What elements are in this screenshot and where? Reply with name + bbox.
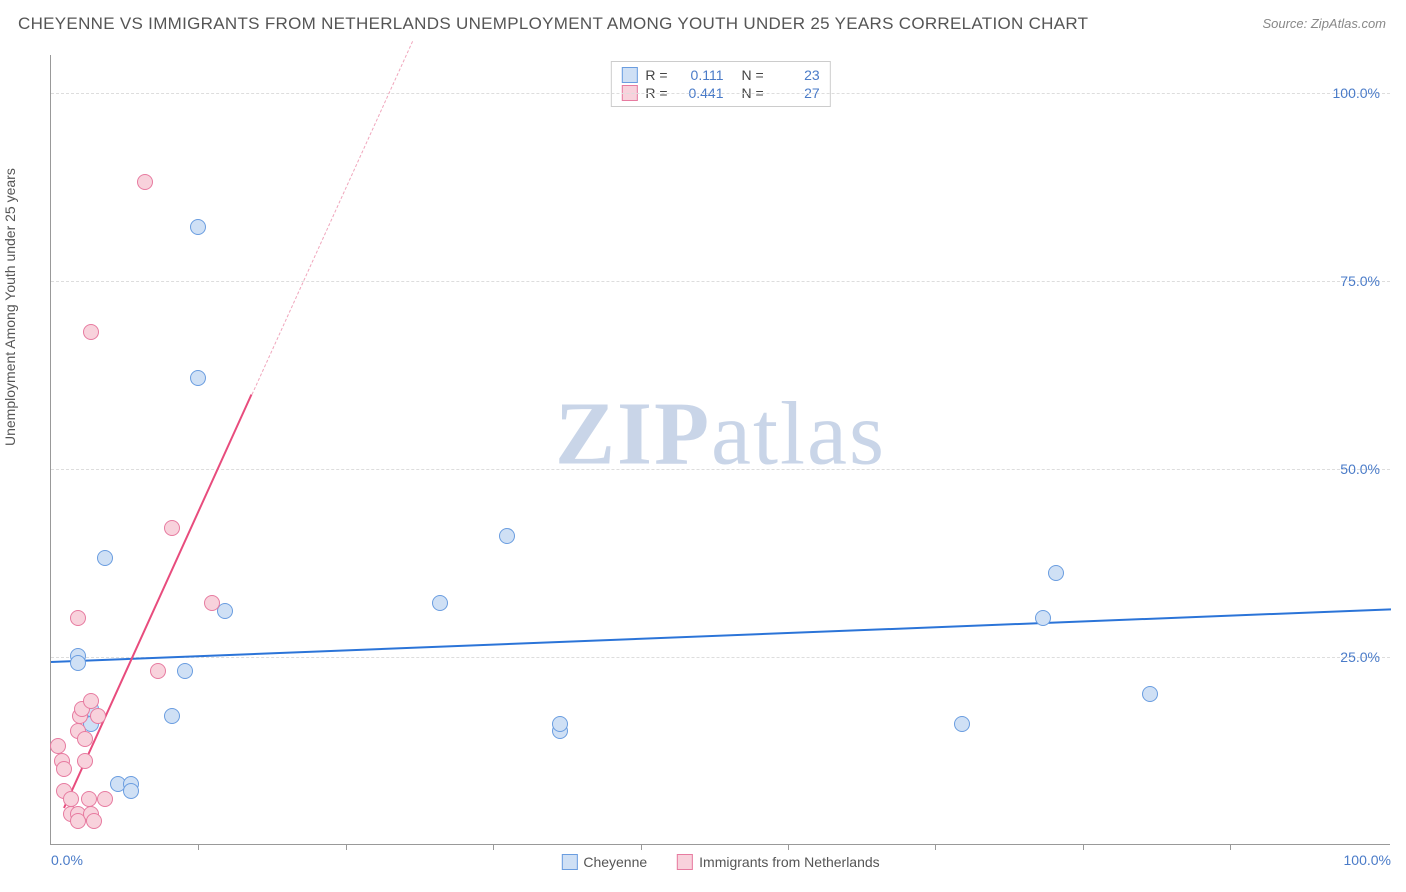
legend-item-1: Immigrants from Netherlands xyxy=(677,854,880,870)
x-tick-label: 0.0% xyxy=(51,852,83,868)
x-tick xyxy=(1230,844,1231,850)
x-tick xyxy=(788,844,789,850)
data-point xyxy=(164,708,180,724)
x-tick xyxy=(493,844,494,850)
x-tick xyxy=(641,844,642,850)
data-point xyxy=(190,370,206,386)
data-point xyxy=(1142,686,1158,702)
trend-line xyxy=(63,394,252,809)
stats-legend-box: R = 0.111 N = 23 R = 0.441 N = 27 xyxy=(610,61,830,107)
legend-item-0: Cheyenne xyxy=(561,854,647,870)
data-point xyxy=(83,693,99,709)
data-point xyxy=(1035,610,1051,626)
data-point xyxy=(56,761,72,777)
data-point xyxy=(97,550,113,566)
stats-row-0: R = 0.111 N = 23 xyxy=(621,66,819,84)
x-tick xyxy=(1083,844,1084,850)
data-point xyxy=(77,753,93,769)
data-point xyxy=(954,716,970,732)
chart-title: CHEYENNE VS IMMIGRANTS FROM NETHERLANDS … xyxy=(18,14,1088,34)
trend-line xyxy=(51,608,1391,663)
data-point xyxy=(70,655,86,671)
source-label: Source: ZipAtlas.com xyxy=(1262,16,1386,31)
x-tick xyxy=(346,844,347,850)
swatch-series-0 xyxy=(621,67,637,83)
data-point xyxy=(77,731,93,747)
data-point xyxy=(552,716,568,732)
x-tick xyxy=(935,844,936,850)
y-tick-label: 25.0% xyxy=(1340,649,1380,665)
data-point xyxy=(50,738,66,754)
data-point xyxy=(499,528,515,544)
data-point xyxy=(86,813,102,829)
data-point xyxy=(70,610,86,626)
data-point xyxy=(90,708,106,724)
data-point xyxy=(83,324,99,340)
gridline-h xyxy=(51,281,1390,282)
data-point xyxy=(63,791,79,807)
data-point xyxy=(123,783,139,799)
gridline-h xyxy=(51,93,1390,94)
bottom-legend: Cheyenne Immigrants from Netherlands xyxy=(561,854,879,870)
data-point xyxy=(97,791,113,807)
gridline-h xyxy=(51,469,1390,470)
y-axis-label: Unemployment Among Youth under 25 years xyxy=(2,168,18,446)
n-value-0: 23 xyxy=(772,67,820,83)
legend-label-1: Immigrants from Netherlands xyxy=(699,854,880,870)
y-tick-label: 75.0% xyxy=(1340,273,1380,289)
legend-swatch-0 xyxy=(561,854,577,870)
y-tick-label: 100.0% xyxy=(1333,85,1380,101)
r-label-0: R = xyxy=(645,67,667,83)
x-tick-label: 100.0% xyxy=(1344,852,1391,868)
data-point xyxy=(137,174,153,190)
data-point xyxy=(81,791,97,807)
x-tick xyxy=(198,844,199,850)
data-point xyxy=(1048,565,1064,581)
legend-label-0: Cheyenne xyxy=(583,854,647,870)
y-tick-label: 50.0% xyxy=(1340,461,1380,477)
data-point xyxy=(432,595,448,611)
data-point xyxy=(177,663,193,679)
legend-swatch-1 xyxy=(677,854,693,870)
data-point xyxy=(150,663,166,679)
plot-area: ZIPatlas R = 0.111 N = 23 R = 0.441 N = … xyxy=(50,55,1390,845)
data-point xyxy=(217,603,233,619)
data-point xyxy=(204,595,220,611)
data-point xyxy=(164,520,180,536)
n-label-0: N = xyxy=(742,67,764,83)
data-point xyxy=(190,219,206,235)
gridline-h xyxy=(51,657,1390,658)
r-value-0: 0.111 xyxy=(676,67,724,83)
